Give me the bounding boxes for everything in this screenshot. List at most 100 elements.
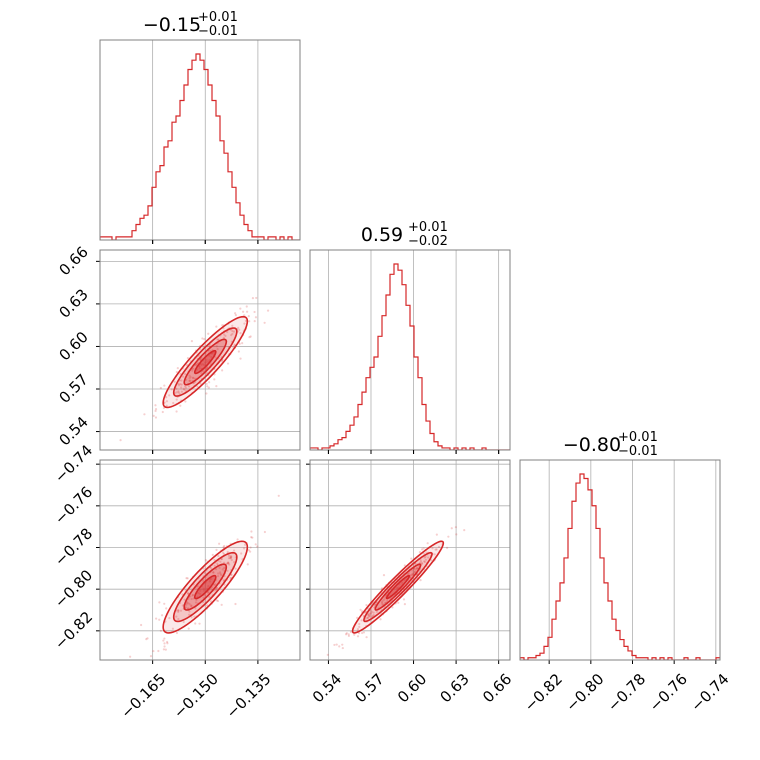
density-panel-2-0-content	[129, 494, 280, 660]
y-tick-label: −0.78	[51, 525, 96, 570]
sample-point	[374, 603, 377, 606]
sample-point	[166, 642, 169, 645]
sample-point	[163, 384, 166, 387]
sample-point	[190, 616, 193, 619]
sample-point	[192, 376, 195, 380]
sample-point	[369, 612, 372, 615]
sample-point	[222, 546, 225, 549]
sample-point	[229, 557, 232, 560]
sample-point	[210, 577, 213, 581]
density-fill	[363, 552, 432, 622]
sample-point	[200, 363, 203, 367]
sample-point	[238, 342, 241, 345]
sample-point	[216, 338, 219, 341]
sample-point	[400, 581, 404, 584]
sample-point	[326, 653, 329, 656]
hist-panel-0-frame	[99, 39, 301, 241]
sample-point	[413, 571, 416, 574]
sample-point	[245, 305, 248, 308]
sample-point	[227, 557, 231, 560]
sample-point	[242, 547, 246, 550]
sample-point	[435, 548, 438, 551]
sample-point	[454, 526, 457, 529]
sample-point	[194, 601, 198, 604]
sample-point	[188, 603, 191, 606]
sample-point	[437, 545, 441, 548]
sample-point	[411, 572, 414, 575]
sample-point	[410, 574, 413, 577]
sample-point	[341, 643, 344, 646]
sample-point	[219, 572, 222, 575]
sample-point	[129, 655, 132, 658]
sample-point	[421, 562, 424, 565]
x-tick-label: 0.63	[436, 670, 472, 706]
sample-point	[218, 571, 222, 574]
sample-point	[175, 410, 178, 413]
sample-point	[395, 586, 399, 590]
sample-point	[220, 558, 223, 561]
sample-point	[188, 379, 191, 382]
x-tick-label: 0.60	[394, 670, 430, 706]
sample-point	[426, 542, 429, 545]
sample-point	[152, 414, 155, 417]
sample-point	[380, 602, 384, 605]
sample-point	[397, 601, 400, 604]
hist-panel-1-step	[310, 263, 510, 450]
x-tick-label: −0.150	[170, 670, 222, 722]
hist-title-plus: +0.01	[408, 220, 448, 235]
sample-point	[222, 551, 225, 554]
sample-point	[249, 546, 252, 549]
sample-point	[254, 543, 257, 546]
density-contour	[351, 540, 445, 634]
sample-point	[356, 628, 359, 631]
sample-point	[347, 633, 350, 636]
sample-point	[179, 404, 182, 407]
sample-point	[230, 558, 233, 562]
sample-point	[176, 367, 179, 370]
sample-point	[219, 560, 222, 563]
sample-point	[434, 548, 437, 551]
sample-point	[419, 578, 422, 582]
sample-point	[172, 401, 175, 405]
sample-point	[207, 386, 210, 389]
sample-point	[357, 632, 361, 635]
sample-point	[368, 614, 371, 617]
sample-point	[209, 600, 212, 603]
sample-point	[205, 360, 208, 363]
sample-point	[165, 400, 169, 403]
sample-point	[175, 631, 179, 635]
sample-point	[215, 345, 218, 348]
sample-point	[202, 363, 206, 367]
sample-point	[163, 642, 166, 645]
sample-point	[209, 566, 212, 569]
sample-point	[157, 649, 160, 653]
sample-point	[139, 623, 143, 627]
hist-title-value: −0.15	[143, 14, 201, 36]
sample-point	[427, 556, 430, 559]
sample-point	[256, 545, 259, 548]
sample-point	[237, 350, 240, 353]
sample-point	[420, 548, 424, 551]
hist-title-value: −0.80	[563, 434, 621, 456]
density-fill	[386, 575, 410, 599]
sample-point	[415, 567, 419, 570]
sample-point	[192, 367, 195, 370]
sample-point	[359, 608, 362, 611]
sample-point	[407, 572, 410, 575]
sample-point	[341, 646, 344, 650]
sample-point	[119, 438, 122, 442]
hist-title-value: 0.59	[361, 224, 403, 246]
sample-point	[216, 599, 220, 603]
sample-point	[360, 631, 364, 635]
sample-point	[450, 527, 453, 530]
sample-point	[204, 559, 208, 562]
density-fill	[173, 552, 237, 622]
sample-point	[163, 645, 166, 648]
sample-point	[349, 630, 353, 633]
sample-point	[163, 401, 166, 404]
hist-panel-2-frame	[519, 459, 721, 661]
sample-point	[154, 404, 157, 407]
sample-point	[186, 577, 189, 580]
sample-point	[194, 622, 197, 625]
